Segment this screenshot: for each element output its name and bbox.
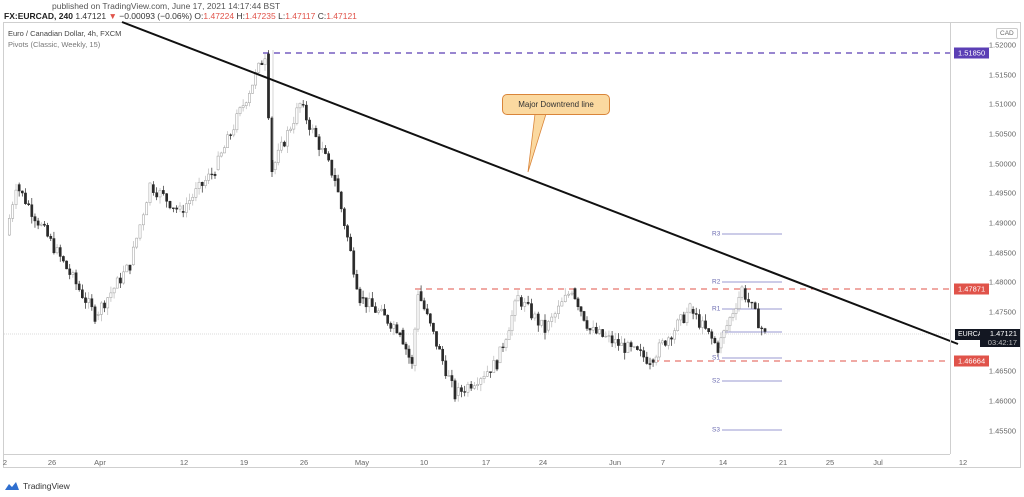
price-tick: 1.49000 [988,218,1016,228]
time-tick: 12 [958,458,968,467]
tradingview-cloud-icon [5,482,19,490]
callout-pointer [527,113,547,173]
chart-legend: Euro / Canadian Dollar, 4h, FXCM Pivots … [8,28,121,50]
low-value: 1.47117 [285,11,316,21]
time-tick: 7 [660,458,666,467]
price-tick: 1.51500 [988,70,1016,80]
candlesticks [7,50,767,402]
price-tick: 1.45500 [988,426,1016,436]
open-label: O: [194,11,204,21]
time-tick: 19 [239,458,249,467]
down-arrow-icon: ▼ [108,11,117,21]
downtrend-callout[interactable]: Major Downtrend line [502,94,610,115]
time-tick: 25 [825,458,835,467]
pivot-label-s2: S2 [712,377,720,385]
price-tick: 1.49500 [988,188,1016,198]
legend-title: Euro / Canadian Dollar, 4h, FXCM [8,29,122,38]
time-tick: 24 [538,458,548,467]
price-tick: 1.48000 [988,277,1016,287]
price-tick: 1.46000 [988,396,1016,406]
last-price: 1.47121 [75,11,107,21]
symbol-tag: EURCAD [955,329,991,340]
time-tick: Jul [873,458,883,467]
pivot-label-r3: R3 [712,230,721,238]
high-label: H: [236,11,246,21]
high-value: 1.47235 [245,11,276,21]
pivot-label-s1: S1 [712,354,720,362]
current-price-tag: 1.47121 03:42:17 [980,329,1020,347]
time-tick: 21 [778,458,788,467]
price-tick: 1.50500 [988,129,1016,139]
pivot-label-s3: S3 [712,426,720,434]
price-axis[interactable]: 1.52000 1.51500 1.51000 1.50500 1.50000 … [950,22,1022,454]
top-level-price-tag: 1.51850 [954,47,990,59]
open-value: 1.47224 [203,11,235,21]
low-label: L: [278,11,286,21]
price-change: −0.00093 (−0.06%) [119,11,193,21]
support-price-tag: 1.46664 [954,355,990,367]
major-downtrend-line[interactable] [121,21,959,345]
time-tick: Apr [94,458,106,467]
time-tick: May [354,458,370,467]
time-tick: 14 [718,458,728,467]
price-tick: 1.51000 [988,99,1016,109]
time-axis[interactable]: 2 26 Apr 12 19 26 May 10 17 24 Jun 7 14 … [2,454,967,469]
time-tick: 26 [47,458,57,467]
resistance-price-tag: 1.47871 [954,283,990,295]
time-tick: 10 [419,458,429,467]
time-tick: 26 [299,458,309,467]
price-tick: 1.50000 [988,159,1016,169]
current-price: 1.47121 [989,329,1017,338]
price-tick: 1.46500 [988,366,1016,376]
logo-text: TradingView [23,481,70,491]
price-tick: 1.47500 [988,307,1016,317]
symbol-interval: FX:EURCAD, 240 [4,11,73,21]
pivot-label-r1: R1 [712,305,721,313]
legend-indicator[interactable]: Pivots (Classic, Weekly, 15) [8,40,101,49]
time-tick: 12 [179,458,189,467]
pivot-lines [722,233,782,431]
published-info: published on TradingView.com, June 17, 2… [52,1,281,11]
ohlc-header: FX:EURCAD, 240 1.47121 ▼ −0.00093 (−0.06… [4,11,357,21]
chart-pane[interactable] [3,22,1021,468]
time-tick: Jun [608,458,622,467]
bar-countdown: 03:42:17 [987,338,1017,347]
time-tick: 17 [481,458,491,467]
price-tick: 1.52000 [988,40,1016,50]
price-tick: 1.48500 [988,248,1016,258]
tradingview-logo[interactable]: TradingView [4,481,70,491]
time-tick: 2 [2,458,8,467]
close-label: C: [317,11,327,21]
currency-badge[interactable]: CAD [996,28,1018,39]
close-value: 1.47121 [326,11,357,21]
pivot-label-r2: R2 [712,278,721,286]
